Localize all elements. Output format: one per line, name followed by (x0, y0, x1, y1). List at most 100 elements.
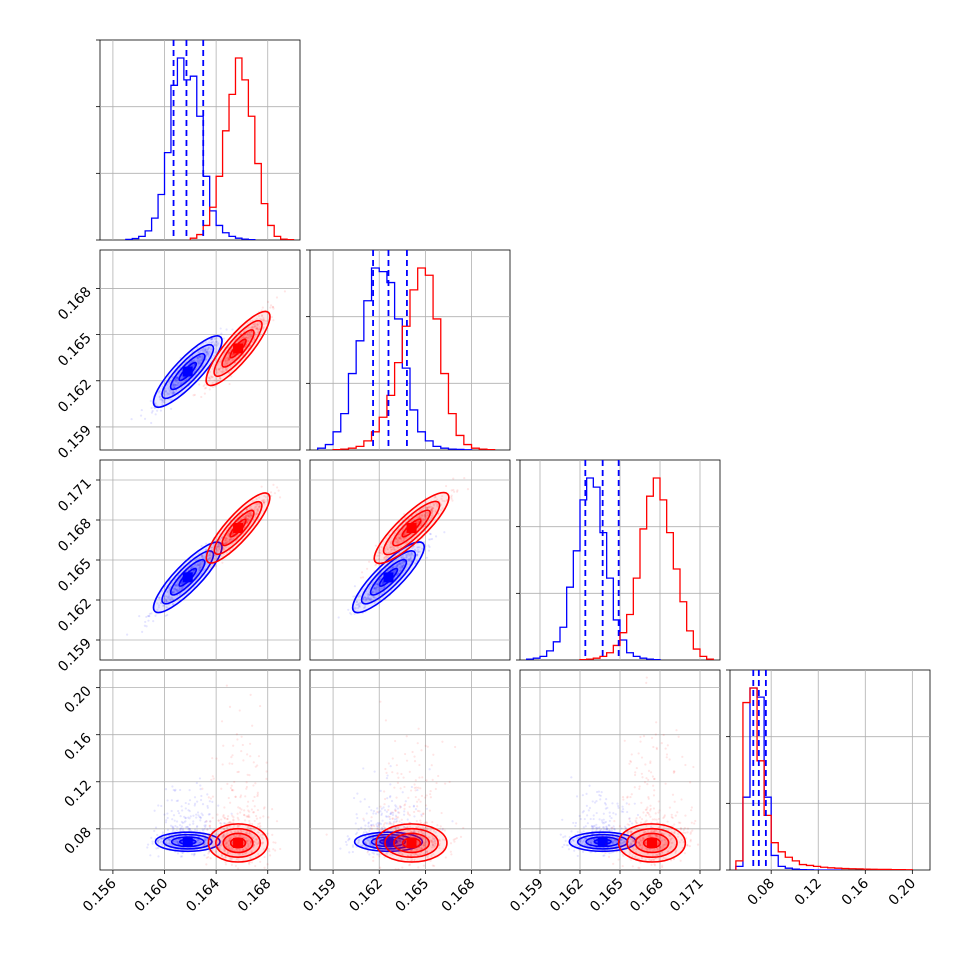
scatter-point (230, 375, 233, 378)
scatter-point (407, 518, 410, 521)
scatter-point (247, 339, 250, 342)
scatter-point (353, 612, 356, 615)
scatter-point (209, 797, 213, 800)
scatter-point (164, 821, 168, 824)
scatter-point (255, 814, 258, 818)
scatter-point (162, 400, 166, 404)
scatter-point (211, 800, 214, 804)
scatter-point (430, 508, 434, 511)
scatter-point (263, 498, 266, 502)
scatter-point (392, 546, 395, 549)
scatter-point (232, 538, 235, 541)
scatter-point (176, 583, 179, 586)
scatter-point (203, 827, 206, 831)
scatter-point (258, 826, 261, 829)
scatter-point (201, 357, 204, 360)
scatter-point (171, 596, 174, 600)
scatter-point (244, 328, 247, 331)
scatter-point (245, 516, 248, 519)
panel-background (309, 249, 511, 451)
scatter-point (351, 844, 355, 847)
scatter-point (362, 596, 365, 599)
scatter-point (216, 379, 220, 382)
scatter-point (158, 398, 162, 401)
scatter-point (219, 366, 223, 370)
scatter-point (425, 821, 428, 824)
scatter-point (429, 532, 432, 535)
scatter-point (218, 846, 221, 849)
scatter-point (432, 853, 435, 856)
scatter-point (172, 391, 175, 394)
scatter-point (207, 554, 210, 558)
scatter-point (419, 831, 423, 834)
scatter-point (199, 561, 202, 564)
scatter-point (198, 777, 202, 780)
scatter-point (188, 810, 191, 813)
scatter-point (164, 398, 167, 401)
scatter-point (202, 560, 205, 563)
scatter-point (146, 614, 149, 618)
scatter-point (213, 834, 217, 837)
scatter-point (162, 837, 165, 840)
scatter-point (353, 606, 356, 609)
scatter-point (165, 600, 168, 603)
scatter-point (395, 565, 398, 568)
scatter-point (175, 380, 178, 383)
scatter-point (193, 854, 196, 857)
scatter-point (196, 360, 199, 364)
scatter-point (205, 352, 208, 355)
scatter-point (410, 551, 413, 555)
scatter-point (256, 512, 259, 515)
scatter-point (225, 551, 228, 554)
scatter-point (225, 368, 228, 372)
scatter-point (181, 586, 184, 590)
scatter-panel (100, 250, 300, 450)
scatter-point (344, 840, 348, 844)
scatter-point (173, 385, 176, 388)
scatter-point (396, 541, 400, 544)
scatter-point (166, 393, 169, 396)
scatter-point (256, 323, 259, 326)
scatter-point (146, 843, 150, 846)
scatter-point (431, 509, 434, 513)
scatter-point (176, 799, 180, 802)
scatter-point (254, 322, 257, 325)
scatter-point (172, 840, 175, 843)
scatter-point (231, 789, 234, 792)
scatter-point (252, 323, 255, 326)
scatter-point (428, 836, 431, 839)
scatter-point (223, 548, 226, 551)
scatter-point (434, 535, 438, 538)
scatter-point (198, 358, 201, 362)
scatter-point (376, 853, 379, 856)
scatter-point (230, 353, 234, 356)
scatter-point (397, 539, 400, 542)
scatter-point (393, 553, 396, 556)
scatter-point (198, 383, 201, 386)
scatter-point (220, 840, 223, 843)
scatter-point (411, 553, 414, 557)
scatter-point (228, 357, 231, 361)
scatter-point (357, 839, 360, 842)
scatter-point (175, 829, 178, 832)
scatter-point (226, 537, 229, 540)
scatter-point (441, 495, 444, 498)
scatter-point (358, 838, 361, 841)
scatter-point (429, 859, 432, 862)
scatter-point (176, 840, 179, 843)
scatter-point (250, 514, 253, 517)
scatter-point (238, 833, 241, 836)
scatter-point (240, 749, 243, 753)
scatter-point (256, 326, 259, 330)
scatter-point (251, 325, 254, 328)
scatter-point (425, 840, 428, 844)
scatter-point (192, 569, 195, 572)
scatter-point (247, 511, 250, 515)
scatter-point (405, 556, 408, 559)
scatter-point (418, 776, 421, 779)
scatter-point (206, 350, 209, 353)
scatter-point (369, 597, 372, 600)
scatter-point (403, 807, 406, 810)
scatter-point (260, 318, 263, 321)
scatter-point (378, 821, 381, 825)
